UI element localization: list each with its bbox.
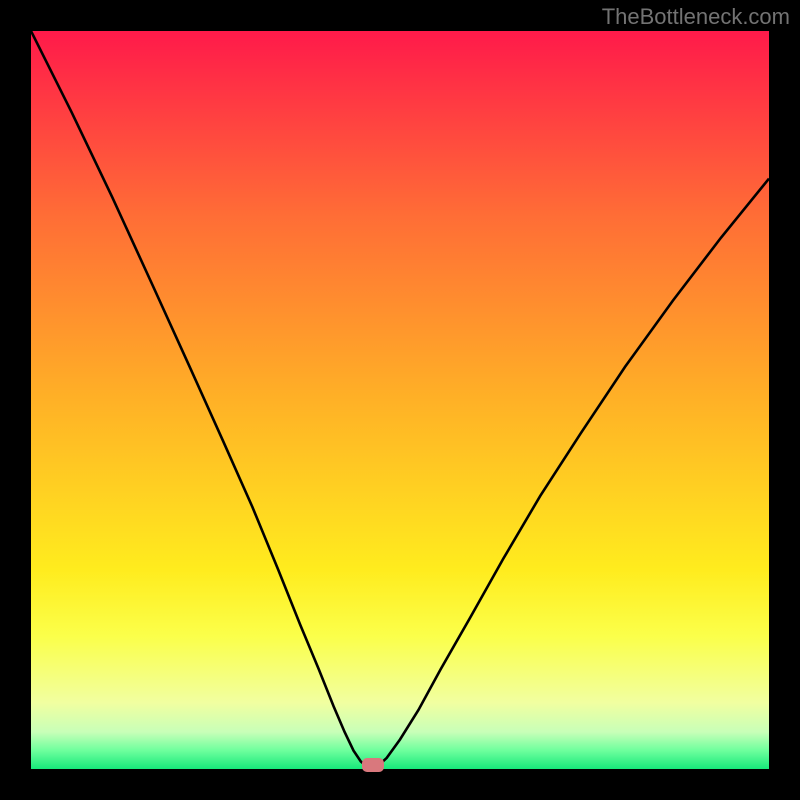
chart-plot-area bbox=[31, 31, 769, 769]
curve-left-branch bbox=[31, 31, 367, 766]
curve-right-branch bbox=[378, 179, 769, 766]
optimal-point-marker bbox=[362, 758, 384, 772]
watermark-text: TheBottleneck.com bbox=[602, 4, 790, 30]
bottleneck-curve bbox=[31, 31, 769, 769]
